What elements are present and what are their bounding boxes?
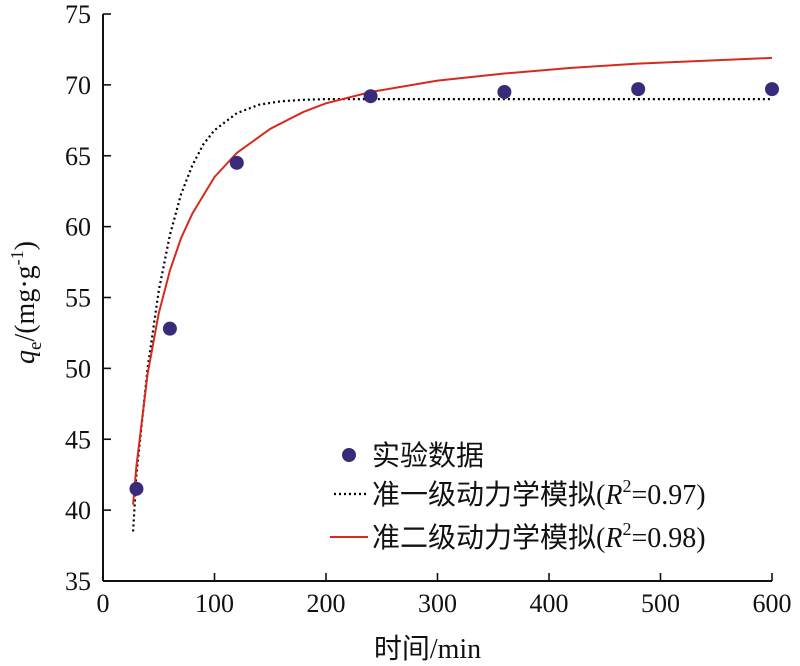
y-tick-label: 35	[65, 567, 91, 596]
y-tick-label: 75	[65, 0, 91, 29]
legend-label-pseudo-first-order: 准一级动力学模拟(R2=0.97)	[372, 476, 706, 511]
legend-marker-experimental	[342, 448, 356, 462]
y-tick-label: 60	[65, 213, 91, 242]
y-tick-label: 70	[65, 71, 91, 100]
data-point	[162, 321, 177, 336]
data-point	[229, 155, 244, 170]
data-point	[497, 84, 512, 99]
data-point	[765, 82, 779, 97]
y-tick-label: 50	[65, 354, 91, 383]
data-point	[363, 89, 378, 104]
x-axis-label: 时间/min	[374, 633, 481, 665]
x-tick-label: 0	[97, 589, 110, 618]
series-line-pseudo-first-order	[132, 98, 772, 532]
legend: 实验数据 准一级动力学模拟(R2=0.97) 准二级动力学模拟(R2=0.98)	[330, 440, 706, 554]
y-tick-label: 45	[65, 425, 91, 454]
x-tick-label: 300	[418, 589, 457, 618]
x-tick-label: 100	[195, 589, 234, 618]
x-tick-label: 200	[307, 589, 346, 618]
series-line-pseudo-second-order	[132, 56, 773, 505]
x-tick-label: 500	[641, 589, 680, 618]
x-tick-label: 600	[753, 589, 792, 618]
y-tick-label: 55	[65, 284, 91, 313]
legend-label-pseudo-second-order: 准二级动力学模拟(R2=0.98)	[372, 519, 706, 554]
data-point	[129, 481, 144, 496]
y-tick-label: 65	[65, 142, 91, 171]
x-tick-label: 400	[530, 589, 569, 618]
data-point	[631, 82, 646, 97]
y-axis-label: qe/(mg·g-1)	[7, 241, 46, 364]
plot-area	[129, 56, 779, 532]
y-tick-label: 40	[65, 496, 91, 525]
legend-label-experimental: 实验数据	[372, 440, 484, 472]
axes: 0 100 200 300 400 500 600 35 40 45 50 55 60 65 70 75	[65, 0, 792, 618]
